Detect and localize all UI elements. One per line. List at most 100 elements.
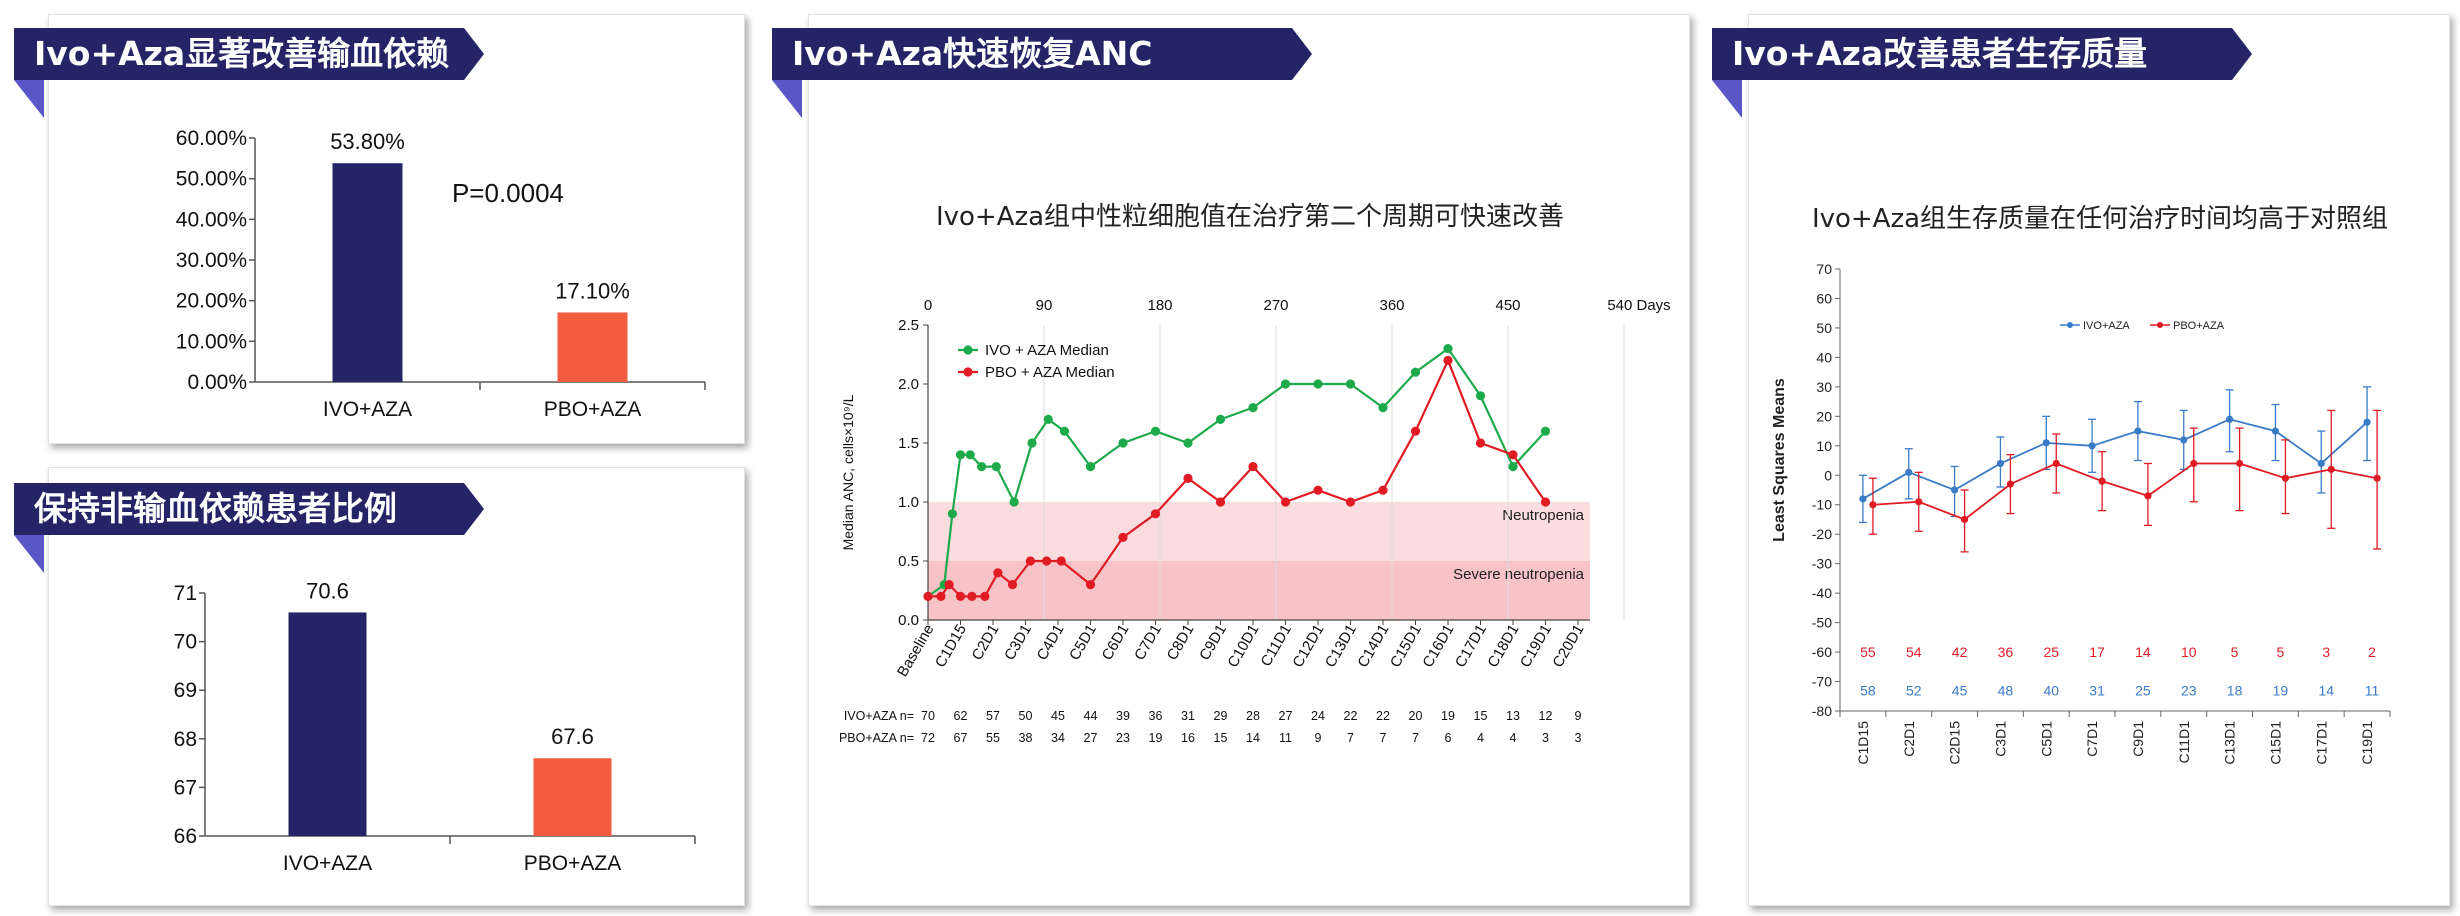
panel-non-transfusion [48, 467, 745, 906]
band [928, 502, 1590, 561]
n-value: 55 [986, 731, 1000, 745]
x-tick-label: C1D15 [1855, 721, 1871, 765]
y-tick-label: 30.00% [176, 249, 247, 272]
n-value: 18 [2227, 682, 2243, 698]
panel-title: Ivo+Aza快速恢复ANC [792, 34, 1153, 73]
y-tick-label: 66 [174, 825, 197, 848]
y-tick-label: 30 [1816, 379, 1832, 395]
y-tick-label: 10.00% [176, 330, 247, 353]
p-value-annotation: P=0.0004 [452, 178, 564, 208]
data-point [2144, 492, 2152, 500]
n-value: 2 [2368, 644, 2376, 660]
top-axis-label: 540 Days [1607, 297, 1670, 314]
data-point [1869, 501, 1877, 509]
data-point [1378, 485, 1388, 495]
panel-banner: Ivo+Aza改善患者生存质量 [1712, 28, 2252, 118]
data-point [2098, 477, 2106, 485]
n-value: 17 [2089, 644, 2105, 660]
data-point [947, 509, 957, 519]
n-value: 6 [1445, 731, 1452, 745]
n-value: 58 [1860, 682, 1876, 698]
data-point [1059, 426, 1070, 436]
n-value: 11 [2365, 682, 2380, 698]
legend-marker [2067, 322, 2073, 328]
n-value: 7 [1347, 731, 1354, 745]
data-point [1508, 450, 1518, 460]
data-point [1915, 498, 1923, 506]
data-point [2317, 459, 2325, 468]
data-point [2235, 459, 2244, 468]
x-tick-label: C14D1 [1354, 622, 1392, 671]
data-point [980, 591, 990, 601]
n-value: 25 [2135, 682, 2151, 698]
data-point [1042, 556, 1052, 566]
x-tick-label: C2D15 [1947, 721, 1963, 765]
data-point [1378, 403, 1388, 413]
n-value: 22 [1344, 709, 1358, 723]
y-tick-label: 0.00% [187, 371, 247, 394]
data-point [1540, 497, 1551, 507]
y-tick-label: -50 [1812, 615, 1832, 631]
y-tick-label: -40 [1812, 585, 1832, 601]
x-tick-label: C2D1 [1901, 721, 1917, 757]
n-value: 62 [954, 709, 968, 723]
band-label: Neutropenia [1502, 507, 1584, 524]
x-tick-label: C1D15 [932, 622, 970, 671]
data-point [1118, 438, 1128, 448]
data-point [1183, 438, 1193, 448]
x-tick-label: Baseline [894, 622, 937, 680]
chart-title: Ivo+Aza组中性粒细胞值在治疗第二个周期可快速改善 [935, 202, 1565, 232]
x-tick-label: PBO+AZA [524, 852, 621, 875]
data-point [2327, 465, 2335, 473]
data-point [2271, 427, 2280, 435]
n-value: 14 [2135, 644, 2151, 660]
y-tick-label: -20 [1812, 526, 1832, 542]
y-tick-label: 70 [174, 631, 197, 654]
n-value: 40 [2043, 682, 2059, 698]
y-tick-label: 2.5 [898, 317, 919, 334]
data-point [1475, 391, 1486, 401]
data-point [955, 591, 966, 601]
x-tick-label: C16D1 [1419, 622, 1457, 671]
y-tick-label: 60.00% [176, 127, 247, 150]
n-value: 72 [921, 731, 935, 745]
data-point [1085, 462, 1096, 472]
panel-title: Ivo+Aza改善患者生存质量 [1732, 34, 2148, 73]
data-point [993, 568, 1003, 578]
data-point [1150, 426, 1161, 436]
panel-banner: Ivo+Aza快速恢复ANC [772, 28, 1312, 118]
data-point [2225, 415, 2234, 423]
n-value: 4 [1477, 731, 1484, 745]
y-tick-label: 40.00% [176, 208, 247, 231]
data-point [1183, 473, 1193, 483]
data-point [1248, 403, 1258, 413]
n-value: 54 [1906, 644, 1922, 660]
n-value: 70 [921, 709, 935, 723]
y-tick-label: 71 [174, 582, 197, 605]
y-tick-label: 40 [1816, 349, 1832, 365]
x-tick-label: C12D1 [1289, 622, 1327, 671]
y-tick-label: 20.00% [176, 290, 247, 313]
n-value: 9 [1575, 709, 1582, 723]
y-tick-label: 69 [174, 679, 197, 702]
n-value: 52 [1906, 682, 1922, 698]
y-tick-label: -30 [1812, 556, 1832, 572]
n-value: 19 [1441, 709, 1455, 723]
top-axis-label: 180 [1147, 297, 1172, 314]
panel-banner: Ivo+Aza显著改善输血依赖 [14, 28, 484, 118]
data-point [1475, 438, 1486, 448]
n-value: 31 [2089, 682, 2105, 698]
y-tick-label: 60 [1816, 290, 1832, 306]
data-point [1443, 355, 1453, 365]
panel-anc [808, 14, 1690, 906]
n-value: 10 [2181, 644, 2197, 660]
n-value: 29 [1214, 709, 1228, 723]
n-value: 3 [1542, 731, 1549, 745]
n-value: 27 [1084, 731, 1098, 745]
n-value: 12 [1539, 709, 1553, 723]
data-point [1508, 462, 1518, 472]
data-point [1009, 497, 1019, 507]
n-value: 50 [1019, 709, 1033, 723]
n-value: 36 [1149, 709, 1163, 723]
x-tick-label: C8D1 [1164, 622, 1198, 664]
